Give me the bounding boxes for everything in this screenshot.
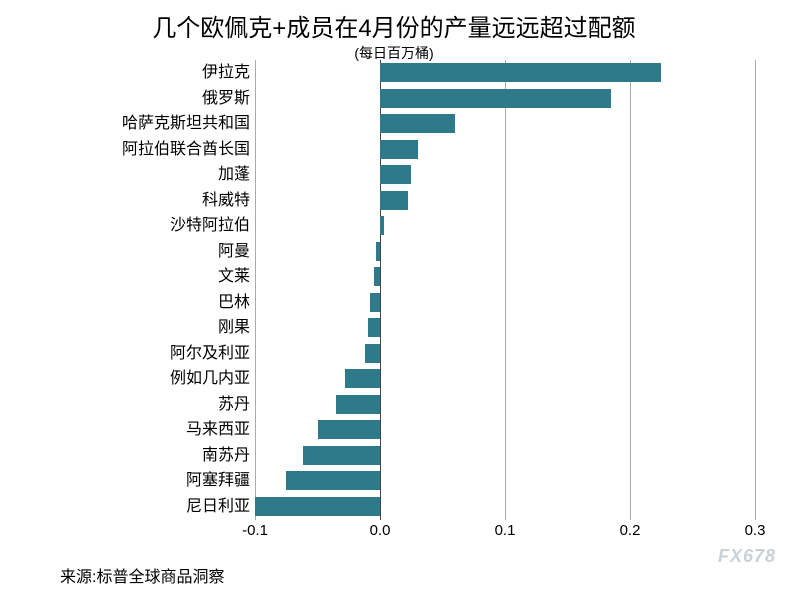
- bar-row: 马来西亚: [255, 417, 755, 443]
- bar-row: 文莱: [255, 264, 755, 290]
- bar: [370, 293, 380, 312]
- bar-row: 俄罗斯: [255, 86, 755, 112]
- y-axis-label: 阿拉伯联合酋长国: [40, 137, 250, 163]
- bar-row: 巴林: [255, 290, 755, 316]
- source-label: 来源:标普全球商品洞察: [60, 563, 224, 587]
- bar: [380, 114, 455, 133]
- chart-area: -0.10.00.10.20.3伊拉克俄罗斯哈萨克斯坦共和国阿拉伯联合酋长国加蓬…: [40, 60, 760, 540]
- y-axis-label: 加蓬: [40, 162, 250, 188]
- bar: [368, 318, 381, 337]
- bar-row: 加蓬: [255, 162, 755, 188]
- x-tick-label: 0.2: [620, 522, 641, 539]
- y-axis-label: 马来西亚: [40, 417, 250, 443]
- watermark: FX678: [718, 546, 776, 567]
- bar: [303, 446, 381, 465]
- bar: [380, 89, 611, 108]
- plot-area: -0.10.00.10.20.3伊拉克俄罗斯哈萨克斯坦共和国阿拉伯联合酋长国加蓬…: [255, 60, 755, 520]
- y-axis-label: 刚果: [40, 315, 250, 341]
- bar: [318, 420, 381, 439]
- bar: [380, 63, 661, 82]
- chart-title: 几个欧佩克+成员在4月份的产量远远超过配额: [0, 0, 788, 43]
- y-axis-label: 阿曼: [40, 239, 250, 265]
- bar-row: 苏丹: [255, 392, 755, 418]
- bar-row: 沙特阿拉伯: [255, 213, 755, 239]
- bar-row: 阿曼: [255, 239, 755, 265]
- bar: [345, 369, 380, 388]
- y-axis-label: 阿塞拜疆: [40, 468, 250, 494]
- x-tick-label: 0.3: [745, 522, 766, 539]
- bar: [286, 471, 380, 490]
- y-axis-label: 巴林: [40, 290, 250, 316]
- bar: [380, 216, 384, 235]
- bar-row: 哈萨克斯坦共和国: [255, 111, 755, 137]
- y-axis-label: 沙特阿拉伯: [40, 213, 250, 239]
- bar-row: 阿塞拜疆: [255, 468, 755, 494]
- y-axis-label: 例如几内亚: [40, 366, 250, 392]
- y-axis-label: 南苏丹: [40, 443, 250, 469]
- bar-row: 尼日利亚: [255, 494, 755, 520]
- y-axis-label: 科威特: [40, 188, 250, 214]
- bar: [365, 344, 380, 363]
- y-axis-label: 尼日利亚: [40, 494, 250, 520]
- bar: [336, 395, 380, 414]
- bar-row: 例如几内亚: [255, 366, 755, 392]
- bar: [380, 140, 418, 159]
- gridline: [755, 60, 756, 520]
- y-axis-label: 哈萨克斯坦共和国: [40, 111, 250, 137]
- bar-row: 南苏丹: [255, 443, 755, 469]
- y-axis-label: 文莱: [40, 264, 250, 290]
- bar-row: 刚果: [255, 315, 755, 341]
- y-axis-label: 俄罗斯: [40, 86, 250, 112]
- bar: [380, 191, 408, 210]
- bar-row: 科威特: [255, 188, 755, 214]
- bar-row: 伊拉克: [255, 60, 755, 86]
- x-tick-label: -0.1: [242, 522, 268, 539]
- bar: [380, 165, 411, 184]
- x-tick-label: 0.0: [370, 522, 391, 539]
- bar-row: 阿尔及利亚: [255, 341, 755, 367]
- bar: [374, 267, 380, 286]
- y-axis-label: 阿尔及利亚: [40, 341, 250, 367]
- bar: [255, 497, 380, 516]
- y-axis-label: 伊拉克: [40, 60, 250, 86]
- y-axis-label: 苏丹: [40, 392, 250, 418]
- bar: [376, 242, 380, 261]
- x-tick-label: 0.1: [495, 522, 516, 539]
- bar-row: 阿拉伯联合酋长国: [255, 137, 755, 163]
